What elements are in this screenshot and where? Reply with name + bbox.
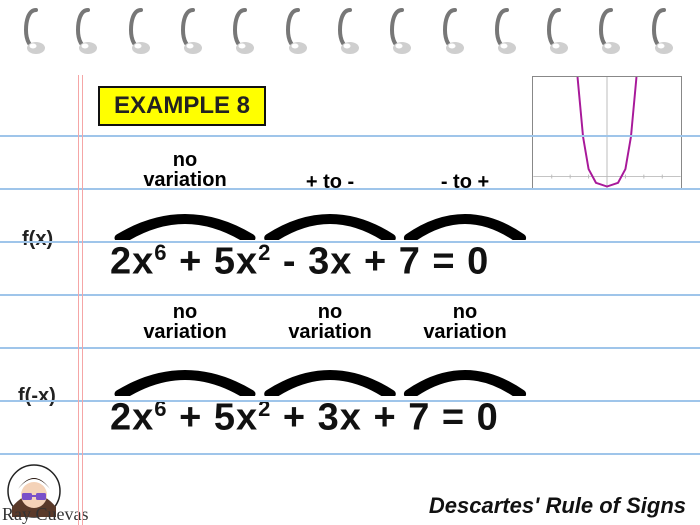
fx-arcs [110, 212, 670, 240]
fnegx-equation: 2x6 + 5x2 + 3x + 7 = 0 [110, 396, 670, 440]
variation-annotation: novariation [400, 302, 530, 342]
rule-line [0, 400, 700, 402]
sign-arc [260, 368, 400, 396]
fx-equation: 2x6 + 5x2 - 3x + 7 = 0 [110, 240, 670, 284]
binding-ring [336, 8, 364, 54]
margin-line [78, 75, 79, 525]
binding-ring [231, 8, 259, 54]
binding-ring [650, 8, 678, 54]
signature: Ray Cuevas [2, 504, 88, 525]
binding-ring [597, 8, 625, 54]
binding-ring [179, 8, 207, 54]
sign-arc [110, 368, 260, 396]
rule-line [0, 347, 700, 349]
fx-annotations: novariation+ to -- to + [110, 150, 670, 192]
binding-ring [284, 8, 312, 54]
margin-line [82, 75, 83, 525]
spiral-binding [0, 8, 700, 58]
rule-line [0, 135, 700, 137]
binding-ring [493, 8, 521, 54]
binding-ring [74, 8, 102, 54]
variation-annotation: + to - [260, 150, 400, 192]
fnegx-annotations: novariationnovariationnovariation [110, 302, 670, 342]
sign-arc [400, 212, 530, 240]
binding-ring [441, 8, 469, 54]
binding-ring [545, 8, 573, 54]
binding-ring [388, 8, 416, 54]
variation-annotation: novariation [110, 150, 260, 192]
sign-arc [400, 368, 530, 396]
footer-title: Descartes' Rule of Signs [429, 493, 686, 519]
rule-line [0, 188, 700, 190]
sign-arc [110, 212, 260, 240]
sign-arc [260, 212, 400, 240]
variation-annotation: - to + [400, 150, 530, 192]
rule-line [0, 453, 700, 455]
fnegx-label: f(-x) [18, 385, 56, 408]
binding-ring [127, 8, 155, 54]
fnegx-arcs [110, 368, 670, 396]
rule-line [0, 241, 700, 243]
variation-annotation: novariation [260, 302, 400, 342]
fx-label: f(x) [22, 228, 53, 251]
variation-annotation: novariation [110, 302, 260, 342]
rule-line [0, 294, 700, 296]
example-label: EXAMPLE 8 [98, 86, 266, 126]
binding-ring [22, 8, 50, 54]
